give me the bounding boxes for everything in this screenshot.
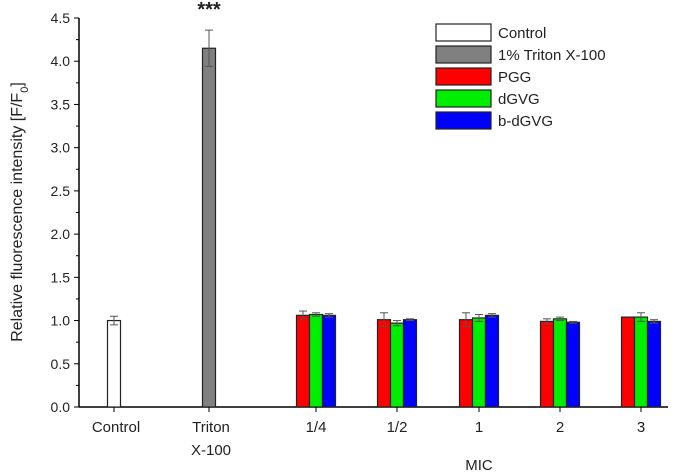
y-axis-label: Relative fluorescence intensity [F/F0] [9,82,31,342]
legend-swatch [435,23,492,42]
bar-b-dgvg [646,320,662,408]
y-tick-label: 3.0 [51,140,71,156]
bar-pgg [539,320,555,408]
legend-swatch [435,45,492,64]
legend-label: PGG [498,69,531,86]
y-tick-label: 4.5 [51,10,71,26]
bar-b-dgvg [321,314,337,408]
x-tick-label: Triton [192,419,230,436]
x-tick-label: 1/2 [387,419,408,436]
y-tick-label: 2.5 [51,183,71,199]
x-axis-label: MIC [465,457,493,474]
bar-dgvg [552,318,568,408]
y-tick-label: 0.5 [51,356,71,372]
x-tick-label: 1 [475,419,483,436]
legend-label: b-dGVG [498,113,553,130]
y-tick-label: 1.0 [51,313,71,329]
significance-annotation: *** [197,0,221,21]
y-tick-label: 3.5 [51,96,71,112]
bar-b-dgvg [484,314,500,408]
bar-pgg [620,316,636,408]
bar-dgvg [389,322,405,408]
bar-pgg [295,314,311,408]
y-tick-label: 1.5 [51,269,71,285]
legend-label: Control [498,25,546,42]
y-tick-label: 2.0 [51,226,71,242]
x-tick-label: 3 [637,419,645,436]
bar-control [106,319,122,408]
legend-label: 1% Triton X-100 [498,47,606,64]
x-tick-label: Control [92,419,140,436]
bar-triton [201,47,217,408]
x-tick-label: 1/4 [306,419,327,436]
bar-b-dgvg [402,319,418,408]
bar-pgg [458,319,474,408]
bar-dgvg [471,317,487,408]
x-tick-label: 2 [556,419,564,436]
y-tick-label: 0.0 [51,399,71,415]
bar-pgg [376,319,392,408]
bar-dgvg [308,313,324,408]
legend-swatch [435,67,492,86]
y-tick-label: 4.0 [51,53,71,69]
legend-label: dGVG [498,91,540,108]
x-tick-label: X-100 [191,442,231,459]
legend-swatch [435,89,492,108]
bar-dgvg [633,316,649,408]
bar-b-dgvg [565,321,581,408]
legend-swatch [435,111,492,130]
